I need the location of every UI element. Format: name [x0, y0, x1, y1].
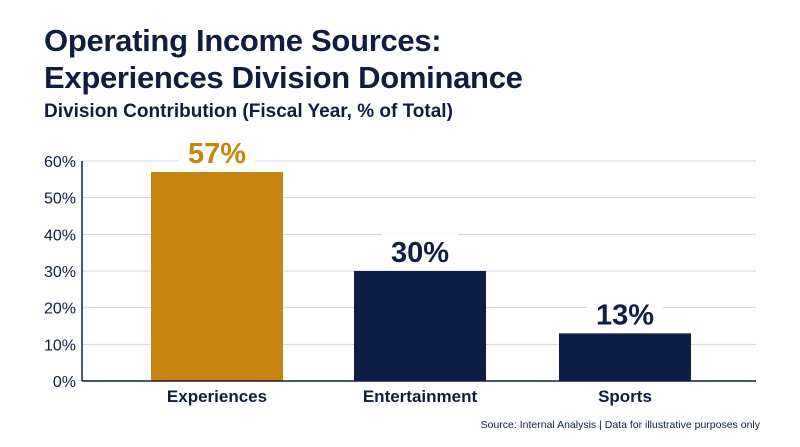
data-label-background: [179, 135, 255, 167]
bar-entertainment: [354, 271, 486, 381]
y-tick-label: 60%: [44, 154, 76, 171]
data-label-background: [382, 234, 458, 266]
y-tick-label: 0%: [53, 374, 76, 391]
bar-sports: [559, 333, 691, 381]
data-label: 13%: [596, 299, 654, 331]
chart-title: Operating Income Sources: Experiences Di…: [44, 22, 523, 96]
data-label: 30%: [391, 237, 449, 269]
x-tick-label: Sports: [598, 387, 652, 406]
y-tick-label: 30%: [44, 264, 76, 281]
y-tick-label: 10%: [44, 337, 76, 354]
x-tick-label: Experiences: [167, 387, 267, 406]
y-tick-label: 40%: [44, 227, 76, 244]
y-tick-label: 20%: [44, 301, 76, 318]
chart-title-line-2: Experiences Division Dominance: [44, 60, 523, 95]
data-label: 57%: [188, 138, 246, 170]
bar-experiences: [151, 172, 283, 381]
chart-subtitle: Division Contribution (Fiscal Year, % of…: [44, 101, 453, 122]
x-tick-label: Entertainment: [363, 387, 478, 406]
data-label-background: [587, 296, 663, 329]
y-tick-label: 50%: [44, 191, 76, 208]
chart-title-line-1: Operating Income Sources:: [44, 23, 442, 58]
source-note: Source: Internal Analysis | Data for ill…: [480, 419, 760, 431]
